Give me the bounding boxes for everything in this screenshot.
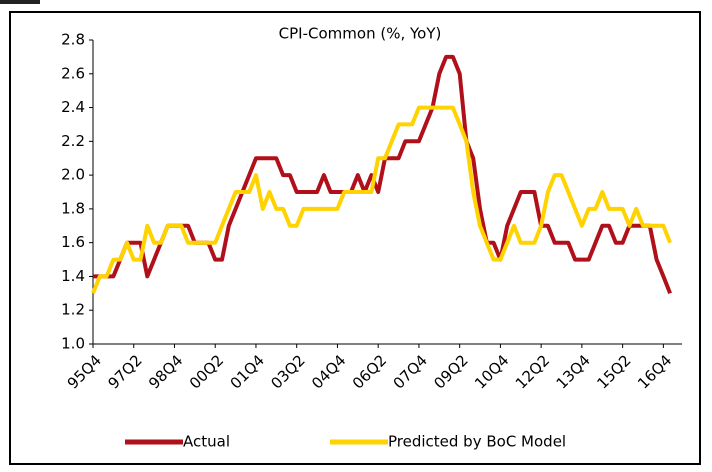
series-line [91, 105, 672, 295]
x-tick-label: 95Q4 [64, 351, 105, 392]
legend-label: Actual [183, 433, 230, 451]
x-tick-label: 00Q2 [186, 351, 227, 392]
y-tick-label: 1.6 [61, 233, 85, 251]
y-tick-label: 1.8 [61, 199, 85, 217]
y-tick-label: 2.6 [61, 64, 85, 82]
series-line [93, 54, 672, 295]
y-tick-label: 1.2 [61, 301, 85, 319]
x-tick-label: 15Q2 [593, 351, 634, 392]
x-tick-label: 10Q4 [471, 351, 512, 392]
legend-label: Predicted by BoC Model [388, 433, 566, 451]
x-tick-label: 03Q2 [267, 351, 308, 392]
y-tick-label: 2.4 [61, 98, 85, 116]
y-tick-label: 2.8 [61, 31, 85, 49]
x-tick-label: 04Q4 [308, 351, 349, 392]
x-tick-label: 01Q4 [227, 351, 268, 392]
chart-title: CPI-Common (%, YoY) [279, 25, 442, 43]
x-tick-label: 12Q2 [512, 351, 553, 392]
x-tick-label: 07Q4 [390, 351, 431, 392]
y-tick-label: 1.0 [61, 335, 85, 353]
x-tick-label: 09Q2 [430, 351, 471, 392]
y-tick-label: 1.4 [61, 267, 85, 285]
y-tick-label: 2.2 [61, 132, 85, 150]
x-tick-label: 16Q4 [634, 351, 675, 392]
x-tick-label: 97Q2 [104, 351, 145, 392]
frame [9, 11, 701, 465]
y-tick-label: 2.0 [61, 166, 85, 184]
top-strip [0, 0, 40, 4]
x-tick-label: 13Q4 [553, 351, 594, 392]
x-tick-label: 98Q4 [145, 351, 186, 392]
x-tick-label: 06Q2 [349, 351, 390, 392]
